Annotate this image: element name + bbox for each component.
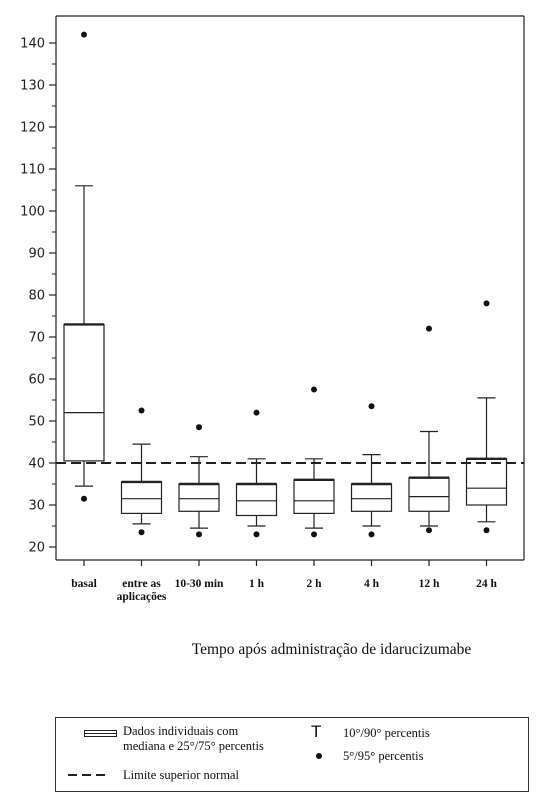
p95-dot [253, 409, 260, 416]
x-category-label: 2 h [306, 578, 322, 590]
x-category-label: 10-30 min [175, 578, 224, 590]
legend-box-swatch [84, 730, 117, 737]
legend: Dados individuais com mediana e 25°/75° … [55, 717, 529, 792]
legend-dashed-line [68, 774, 108, 776]
box-6 [408, 325, 450, 534]
p5-dot [138, 529, 145, 536]
legend-dot-label: 5°/95° percentis [343, 749, 424, 763]
legend-dot-icon [316, 753, 322, 759]
box-0 [63, 31, 105, 502]
box-7 [465, 300, 508, 534]
x-category-label: 24 h [476, 578, 497, 590]
y-tick-label: 120 [20, 121, 45, 136]
x-category-label: entre as [122, 578, 161, 590]
x-category-label: 4 h [364, 578, 380, 590]
box-plot-chart: 20 30 40 50 60 70 80 90 100 110 120 130 140 basal ent… [20, 15, 525, 603]
p95-dot [426, 325, 432, 332]
p5-dot [253, 531, 260, 538]
y-tick-label: 20 [28, 541, 45, 556]
y-axis-ticks: 20 30 40 50 60 70 80 90 100 110 120 130 140 [20, 37, 56, 556]
y-tick-label: 30 [28, 499, 45, 514]
y-tick-label: 60 [28, 373, 45, 388]
iqr-box [63, 323, 105, 462]
p5-dot [196, 531, 202, 538]
iqr-box [293, 479, 335, 514]
y-tick-label: 100 [20, 205, 45, 220]
y-tick-label: 50 [28, 415, 45, 430]
x-category-label: basal [71, 578, 97, 590]
y-tick-label: 130 [20, 79, 45, 94]
box-3 [235, 409, 278, 538]
box-2 [178, 424, 220, 538]
iqr-box [408, 477, 450, 512]
y-tick-label: 110 [20, 163, 45, 178]
x-axis-label: Tempo após administração de idarucizumab… [191, 641, 472, 658]
chart-axes [55, 15, 525, 561]
y-tick-label: 90 [28, 247, 45, 262]
p5-dot [81, 495, 87, 502]
p95-dot [196, 424, 202, 431]
legend-whisker-label: 10°/90° percentis [343, 726, 430, 740]
p95-dot [138, 407, 145, 414]
x-category-label: 1 h [249, 578, 265, 590]
iqr-box [350, 483, 393, 512]
legend-line-label: Limite superior normal [123, 768, 239, 782]
p95-dot [368, 403, 375, 410]
p95-dot [81, 31, 87, 38]
y-tick-label: 140 [20, 37, 45, 52]
iqr-box [465, 458, 508, 506]
p5-dot [483, 527, 490, 534]
y-tick-label: 80 [28, 289, 45, 304]
whisker-t-icon: T [311, 722, 322, 741]
box-5 [350, 403, 393, 538]
box-4 [293, 386, 335, 538]
p5-dot [426, 527, 432, 534]
iqr-box [120, 481, 163, 514]
p5-dot [311, 531, 317, 538]
p95-dot [311, 386, 317, 393]
y-tick-label: 40 [28, 457, 45, 472]
p95-dot [483, 300, 490, 307]
p5-dot [368, 531, 375, 538]
y-tick-label: 70 [28, 331, 45, 346]
x-category-label: aplicações [117, 591, 167, 603]
legend-box-label: Dados individuais com mediana e 25°/75° … [123, 724, 264, 753]
box-1 [120, 407, 163, 536]
box-series [63, 31, 508, 538]
iqr-box [178, 483, 220, 512]
x-category-label: 12 h [419, 578, 440, 590]
iqr-box [235, 483, 278, 517]
